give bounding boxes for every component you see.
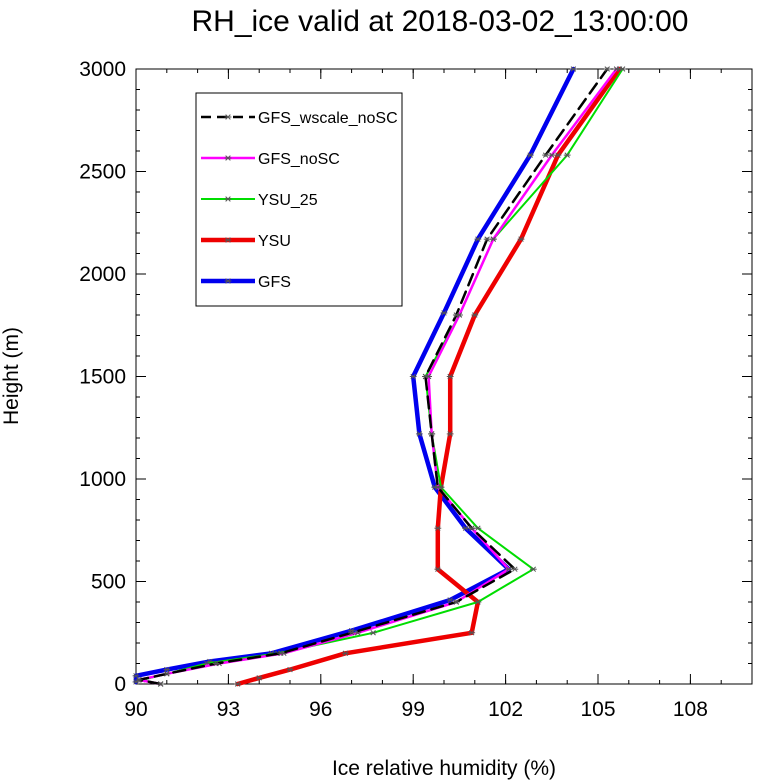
data-point-marker [234, 681, 241, 687]
x-tick-label: 96 [309, 698, 332, 721]
data-point-marker [278, 650, 284, 656]
data-point-marker [428, 431, 435, 437]
data-point-marker [475, 236, 481, 242]
data-point-marker [422, 373, 429, 380]
chart-title: RH_ice valid at 2018-03-02_13:00:00 [191, 5, 688, 38]
data-point-marker [447, 597, 453, 603]
data-point-marker [435, 484, 441, 490]
data-point-marker [256, 675, 262, 681]
data-point-marker [468, 525, 475, 531]
data-point-marker [133, 673, 139, 679]
data-point-marker [613, 66, 620, 72]
data-point-marker [530, 566, 537, 572]
data-point-marker [619, 66, 626, 72]
data-point-marker [475, 599, 481, 605]
data-point-marker [348, 630, 355, 636]
y-tick-label: 2500 [79, 161, 126, 184]
x-tick-label: 102 [488, 698, 523, 721]
data-point-marker [484, 236, 490, 242]
series-line [137, 67, 609, 686]
data-point-marker [512, 566, 518, 572]
data-point-marker [555, 152, 561, 158]
y-tick-label: 1000 [79, 468, 126, 491]
data-point-marker [213, 660, 219, 667]
series-GFS_wscale_noSC [135, 66, 611, 687]
data-point-marker [604, 66, 610, 72]
x-tick-label: 90 [124, 698, 147, 721]
data-point-marker [462, 525, 469, 531]
y-axis: 0 500 1000 1500 2000 2500 3000 [79, 58, 752, 696]
data-point-marker [475, 525, 481, 531]
data-point-marker [564, 152, 570, 158]
data-point-marker [136, 677, 142, 683]
data-point-marker [549, 152, 555, 158]
data-point-marker [527, 152, 533, 158]
data-point-marker [441, 310, 447, 316]
y-axis-label: Height (m) [0, 327, 23, 425]
legend-marker [225, 196, 231, 202]
data-point-marker [570, 66, 577, 72]
data-point-marker [370, 630, 376, 636]
data-point-marker [416, 431, 423, 437]
x-tick-label: 108 [673, 698, 708, 721]
legend-label: YSU [258, 233, 291, 250]
data-point-marker [287, 666, 293, 673]
data-point-marker [472, 312, 478, 318]
data-point-marker [447, 431, 453, 437]
legend-marker [225, 278, 231, 284]
y-tick-label: 3000 [79, 58, 126, 81]
legend-entry: YSU_25 [201, 192, 318, 209]
legend-entry: GFS [201, 274, 291, 291]
legend-label: YSU_25 [258, 192, 318, 209]
y-tick-label: 0 [114, 673, 126, 696]
x-tick-label: 93 [217, 698, 240, 721]
x-axis: 90 93 96 99 102 105 108 [124, 69, 753, 721]
data-point-marker [410, 373, 416, 380]
y-tick-label: 1500 [79, 366, 126, 389]
data-point-marker [490, 236, 497, 242]
data-point-marker [164, 666, 170, 673]
data-point-marker [435, 566, 441, 572]
x-tick-label: 105 [580, 698, 615, 721]
data-point-marker [518, 236, 524, 242]
data-point-marker [342, 650, 349, 656]
plot-lines [132, 66, 627, 687]
x-axis-label: Ice relative humidity (%) [332, 757, 556, 780]
y-tick-label: 500 [91, 571, 126, 594]
data-point-marker [447, 373, 453, 380]
x-tick-label: 99 [402, 698, 425, 721]
legend-marker [225, 237, 231, 243]
legend-label: GFS_noSC [258, 151, 340, 168]
data-point-marker [542, 152, 549, 158]
legend-marker [225, 114, 231, 120]
series-line [133, 66, 576, 685]
legend-entry: YSU [201, 233, 291, 250]
data-point-marker [164, 671, 170, 677]
data-point-marker [505, 566, 512, 572]
legend-label: GFS [258, 274, 291, 291]
data-point-marker [453, 599, 460, 605]
legend-entry: GFS_wscale_noSC [201, 110, 398, 127]
data-point-marker [435, 525, 441, 531]
legend: GFS_wscale_noSC GFS_noSC YSU_25 YSU GFS [195, 92, 403, 307]
y-tick-label: 2000 [79, 263, 126, 286]
legend-marker [225, 155, 231, 161]
legend-entry: GFS_noSC [201, 151, 340, 168]
data-point-marker [157, 681, 164, 687]
legend-label: GFS_wscale_noSC [258, 110, 398, 127]
data-point-marker [453, 312, 460, 318]
data-point-marker [468, 630, 475, 636]
